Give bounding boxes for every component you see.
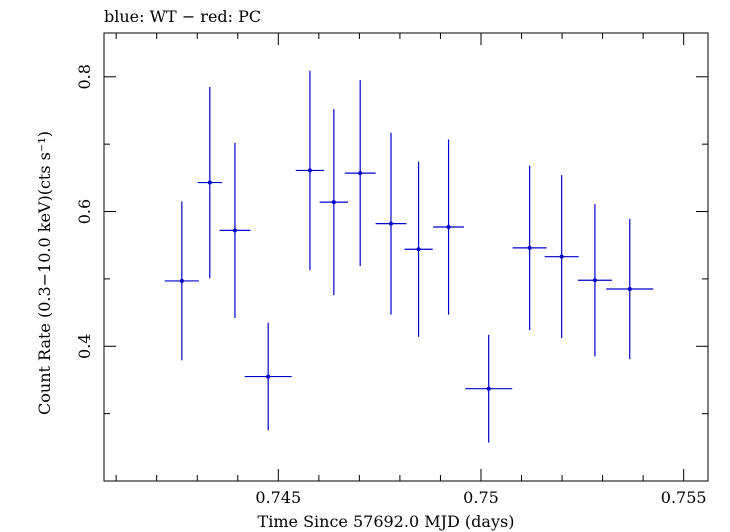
data-point	[527, 245, 532, 250]
x-tick-label: 0.75	[463, 488, 499, 507]
x-tick-label: 0.745	[255, 488, 301, 507]
data-point	[179, 278, 184, 283]
data-point	[207, 180, 212, 185]
data-point	[486, 386, 491, 391]
data-point	[446, 225, 451, 230]
data-point	[232, 228, 237, 233]
data-point	[416, 247, 421, 252]
x-axis-label: Time Since 57692.0 MJD (days)	[258, 512, 515, 531]
data-point	[266, 374, 271, 379]
data-point	[627, 287, 632, 291]
y-tick-label: 0.6	[75, 199, 94, 224]
y-tick-label: 0.8	[75, 64, 94, 89]
data-point	[358, 171, 363, 176]
axis-tick-labels: 0.745 0.75 0.755 0.4 0.6 0.8	[75, 64, 707, 507]
axis-ticks	[104, 33, 708, 482]
data-point	[331, 200, 336, 205]
data-point	[559, 254, 564, 259]
x-tick-label: 0.755	[661, 488, 707, 507]
y-tick-label: 0.4	[75, 334, 94, 359]
chart-title: blue: WT − red: PC	[104, 7, 261, 26]
data-points	[164, 70, 654, 443]
data-point	[592, 278, 597, 283]
data-point	[307, 168, 312, 173]
y-axis-label: Count Rate (0.3−10.0 keV)(cts s⁻¹)	[35, 131, 54, 415]
data-point	[389, 221, 394, 226]
plot-frame	[103, 32, 709, 482]
